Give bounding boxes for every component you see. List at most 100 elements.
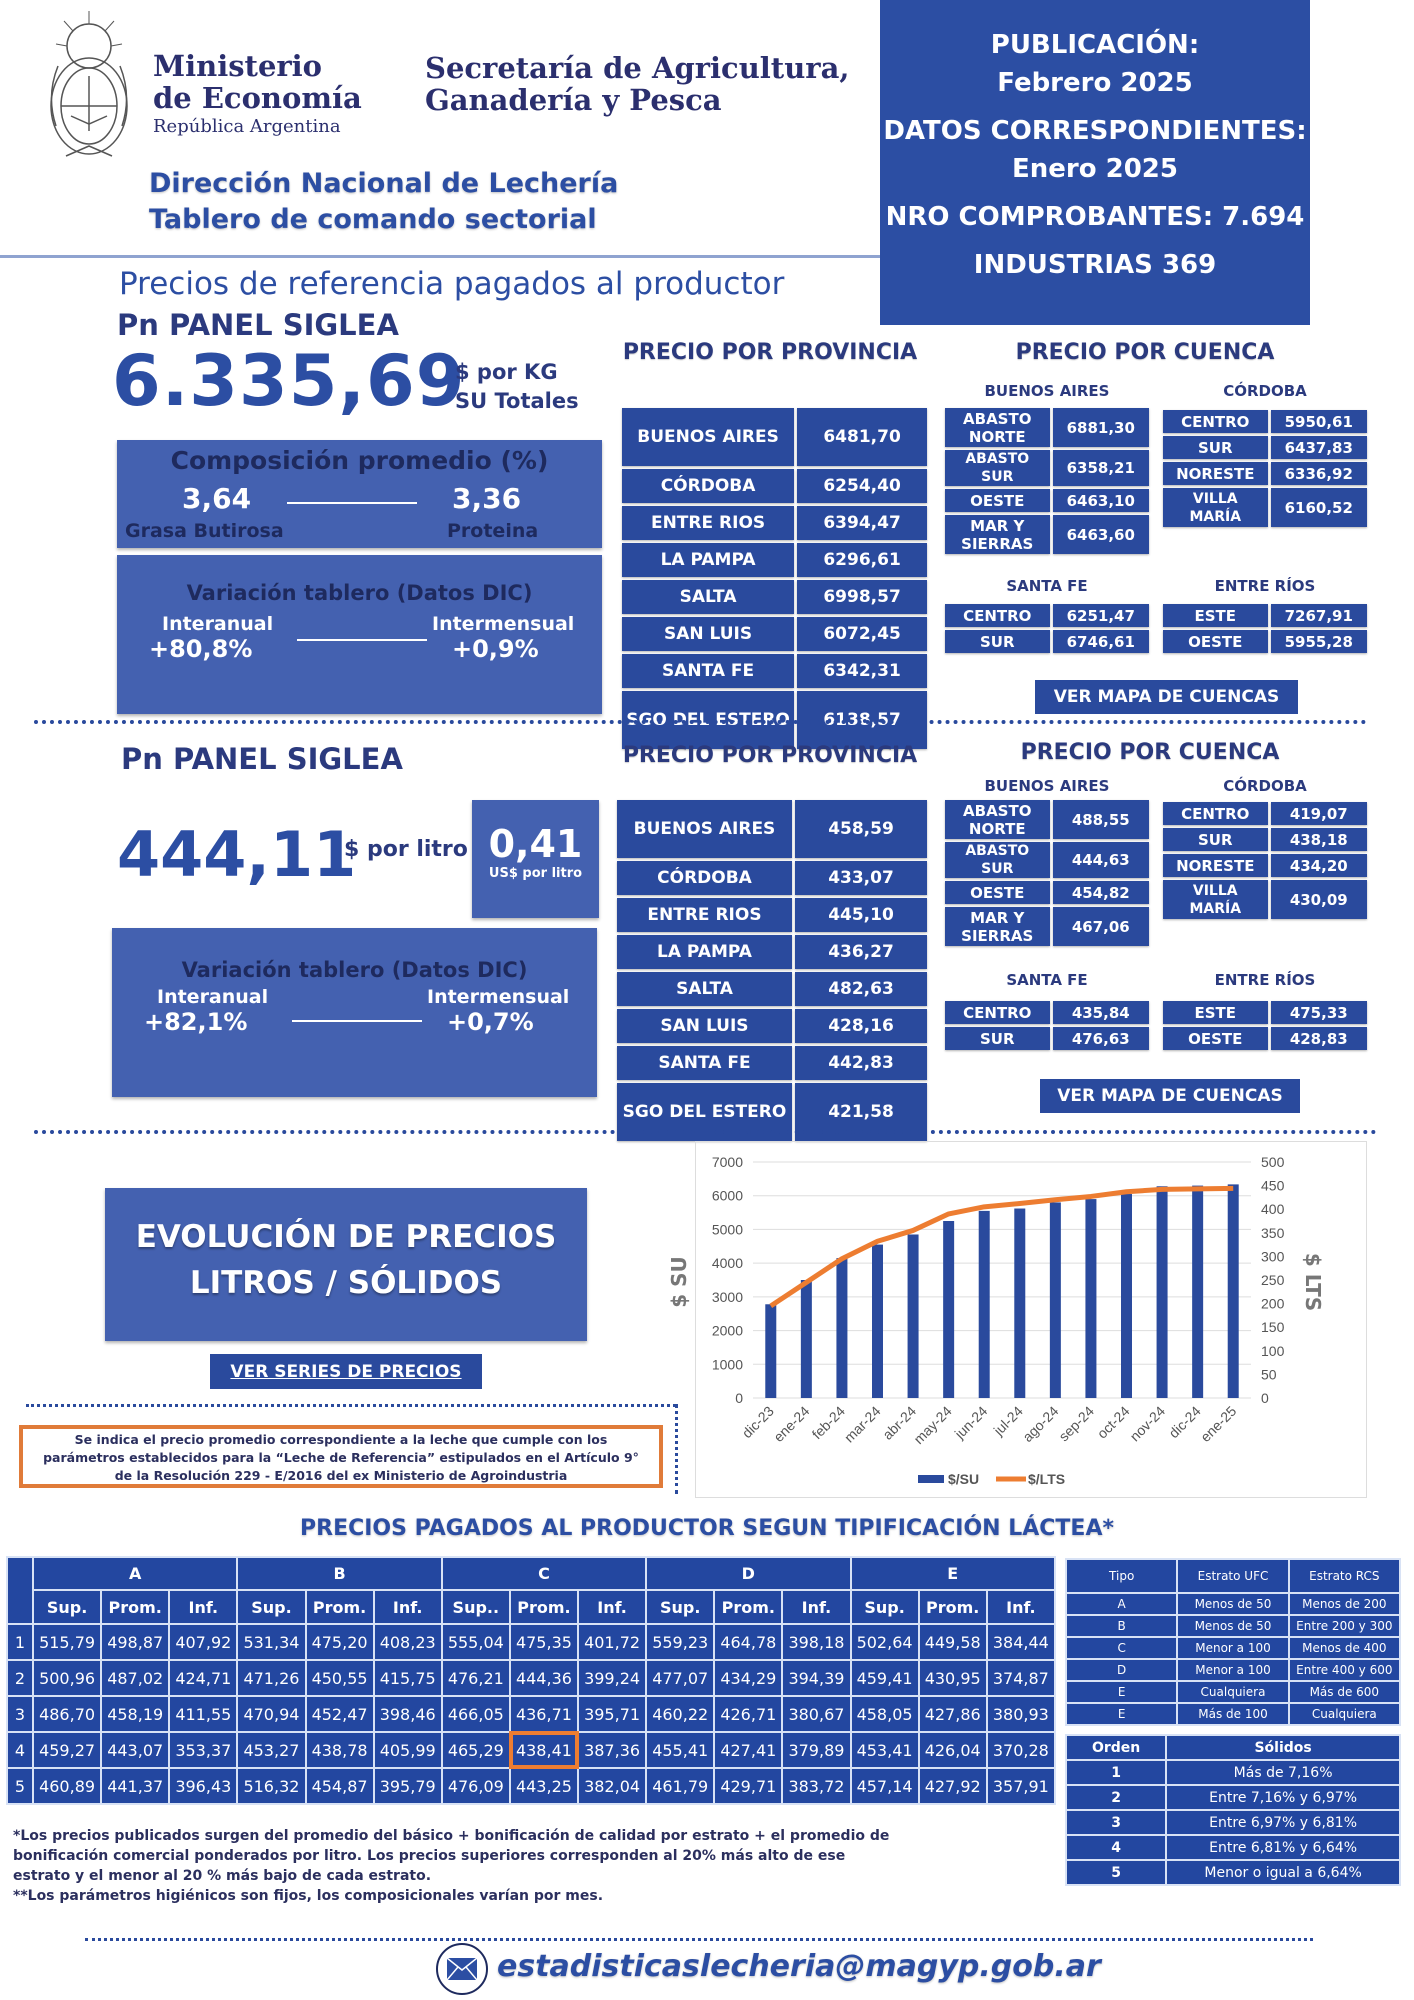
- interanual-value: +82,1%: [144, 1008, 248, 1036]
- price-cell: 531,34: [236, 1623, 307, 1661]
- table-row: ABASTO SUR 6358,21: [945, 450, 1149, 487]
- price-cell: 424,71: [168, 1659, 239, 1697]
- direccion-block: Dirección Nacional de Lechería Tablero d…: [149, 166, 618, 238]
- price-cell: 498,87: [100, 1623, 171, 1661]
- price-cell: 398,46: [372, 1695, 443, 1733]
- price-cell: 477,07: [645, 1659, 716, 1697]
- ver-series-precios-button[interactable]: VER SERIES DE PRECIOS: [210, 1354, 482, 1389]
- proteina-label: Proteina: [447, 520, 539, 542]
- column-header: Sup.: [645, 1589, 716, 1625]
- y2-tick-label: 450: [1261, 1178, 1285, 1194]
- publication-box: PUBLICACIÓN: Febrero 2025 DATOS CORRESPON…: [880, 0, 1310, 325]
- row-label: ESTE: [1163, 604, 1268, 627]
- group-header: A: [31, 1556, 239, 1591]
- price-cell: 427,86: [917, 1695, 988, 1733]
- row-value: 6394,47: [797, 505, 927, 540]
- interanual-value: +80,8%: [149, 635, 253, 663]
- variation-connector: [297, 639, 427, 641]
- y2-tick-label: 350: [1261, 1225, 1285, 1241]
- tipo-cell: Menos de 50: [1176, 1592, 1290, 1616]
- y-tick-label: 6000: [712, 1188, 743, 1204]
- table-row: CENTRO 435,84: [945, 1001, 1149, 1024]
- contact-email-link[interactable]: estadisticaslecheria@magyp.gob.ar: [497, 1949, 1101, 1984]
- table-row: ABASTO NORTE 488,55: [945, 800, 1149, 840]
- row-label: NORESTE: [1163, 462, 1268, 485]
- bar-su: [836, 1258, 848, 1398]
- row-label: LA PAMPA: [617, 934, 792, 969]
- row-value: 428,83: [1270, 1027, 1367, 1050]
- row-label: SGO DEL ESTERO: [622, 690, 795, 749]
- table-row: SANTA FE 6342,31: [622, 653, 927, 688]
- column-header: Inf.: [372, 1589, 443, 1625]
- table-row: VILLA MARÍA 6160,52: [1163, 488, 1367, 528]
- table-row: 1 515,79 498,87 407,92 531,34 475,20 408,23 555…: [6, 1623, 1057, 1661]
- y-tick-label: 3000: [712, 1289, 743, 1305]
- ver-mapa-cuencas-button[interactable]: VER MAPA DE CUENCAS: [1035, 680, 1298, 714]
- x-tick-label: may-24: [910, 1403, 954, 1447]
- tipo-cell: Entre 400 y 600: [1287, 1658, 1402, 1682]
- row-number: 2: [6, 1659, 34, 1697]
- orden-number: 1: [1064, 1759, 1168, 1786]
- column-header: Prom.: [917, 1589, 988, 1625]
- ministry-country: República Argentina: [153, 116, 341, 137]
- row-value: 442,83: [794, 1045, 927, 1080]
- cuenca-sf-table: CENTRO 6251,47 SUR 6746,61: [942, 601, 1152, 656]
- bar-su: [1156, 1186, 1168, 1398]
- column-header: Estrato UFC: [1176, 1558, 1290, 1594]
- intermensual-label: Intermensual: [427, 986, 570, 1008]
- price-cell: 374,87: [985, 1659, 1057, 1697]
- intermensual-label: Intermensual: [432, 613, 575, 635]
- table-row: 4 Entre 6,81% y 6,64%: [1064, 1834, 1401, 1861]
- price-cell: 443,25: [508, 1767, 580, 1805]
- row-value: 476,63: [1052, 1027, 1149, 1050]
- variation-panel-solidos: Variación tablero (Datos DIC) Interanual…: [117, 555, 602, 714]
- table-row: ESTE 475,33: [1163, 1001, 1367, 1024]
- column-header: Prom.: [304, 1589, 375, 1625]
- table-row: E Más de 100 Cualquiera: [1064, 1702, 1402, 1726]
- row-value: 6342,31: [797, 653, 927, 688]
- tipo-cell: B: [1064, 1614, 1179, 1638]
- x-tick-label: sep-24: [1055, 1403, 1097, 1445]
- table-row: CENTRO 6251,47: [945, 604, 1149, 627]
- table-row: MAR Y SIERRAS 467,06: [945, 907, 1149, 947]
- column-header: Sup.: [849, 1589, 920, 1625]
- y2-tick-label: 500: [1261, 1154, 1285, 1170]
- price-cell: 459,27: [31, 1731, 103, 1769]
- price-cell: 395,79: [372, 1767, 443, 1805]
- x-tick-label: ago-24: [1019, 1403, 1061, 1445]
- column-header: Sup..: [440, 1589, 511, 1625]
- row-label: OESTE: [945, 489, 1050, 513]
- price-cell: 438,78: [304, 1731, 375, 1769]
- row-value: 6358,21: [1052, 450, 1149, 487]
- table-row: OESTE 6463,10: [945, 489, 1149, 513]
- solidos-price: 6.335,69: [112, 340, 466, 422]
- price-cell: 515,79: [31, 1623, 103, 1661]
- direccion-title: Dirección Nacional de Lechería: [149, 168, 619, 199]
- tipo-cell: C: [1064, 1636, 1179, 1660]
- provincia-table-litros: BUENOS AIRES 458,59 CÓRDOBA 433,07 ENTRE RIO…: [614, 797, 930, 1144]
- table-row: VILLA MARÍA 430,09: [1163, 880, 1367, 920]
- price-cell: 398,18: [781, 1623, 852, 1661]
- ver-mapa-cuencas-button[interactable]: VER MAPA DE CUENCAS: [1040, 1079, 1300, 1113]
- variation-connector: [292, 1020, 422, 1022]
- composition-title: Composición promedio (%): [170, 446, 549, 475]
- tipo-cell: E: [1064, 1702, 1179, 1726]
- datos-label: DATOS CORRESPONDIENTES:: [883, 116, 1307, 146]
- row-number: 4: [6, 1731, 34, 1769]
- row-label: ESTE: [1163, 1001, 1268, 1024]
- industrias-count: INDUSTRIAS 369: [973, 250, 1217, 280]
- variation-panel-litros: Variación tablero (Datos DIC) Interanual…: [112, 928, 597, 1097]
- cuenca-er-label: ENTRE RÍOS: [1214, 971, 1316, 989]
- page-title: Precios de referencia pagados al product…: [119, 266, 785, 302]
- price-cell: 357,91: [985, 1767, 1057, 1805]
- row-label: SAN LUIS: [622, 616, 795, 651]
- litros-price: 444,11: [117, 818, 357, 891]
- row-number: 1: [6, 1623, 34, 1661]
- interanual-label: Interanual: [157, 986, 269, 1008]
- price-cell: 460,89: [31, 1767, 103, 1805]
- usd-price-box: 0,41 US$ por litro: [472, 800, 599, 918]
- price-cell: 380,67: [781, 1695, 852, 1733]
- table-row: NORESTE 6336,92: [1163, 462, 1367, 485]
- legend-label-su: $/SU: [948, 1471, 979, 1487]
- bar-su: [907, 1234, 919, 1398]
